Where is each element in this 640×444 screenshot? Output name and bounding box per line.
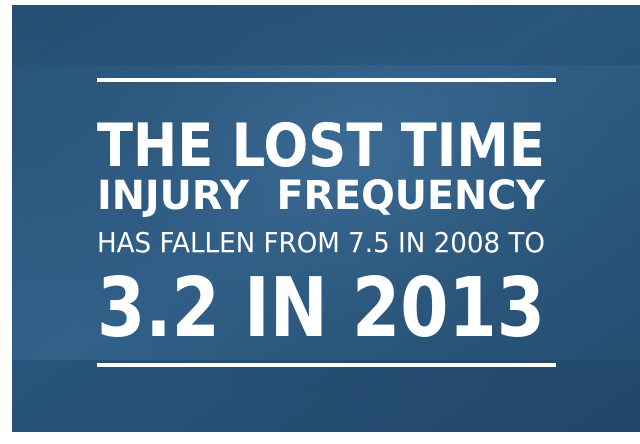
bottom-rule xyxy=(97,363,556,367)
top-rule xyxy=(97,78,556,82)
headline-line: INJURY FREQUENCY xyxy=(97,173,546,219)
headline-line: 3.2 IN 2013 xyxy=(97,261,545,356)
background-shade xyxy=(12,5,640,65)
infographic: THE LOST TIME INJURY FREQUENCY HAS FALLE… xyxy=(0,0,640,444)
headline-line: HAS FALLEN FROM 7.5 IN 2008 TO xyxy=(97,226,545,259)
headline-line: THE LOST TIME xyxy=(97,111,545,181)
page: THE LOST TIME INJURY FREQUENCY HAS FALLE… xyxy=(0,0,640,444)
background-shade xyxy=(12,360,640,432)
